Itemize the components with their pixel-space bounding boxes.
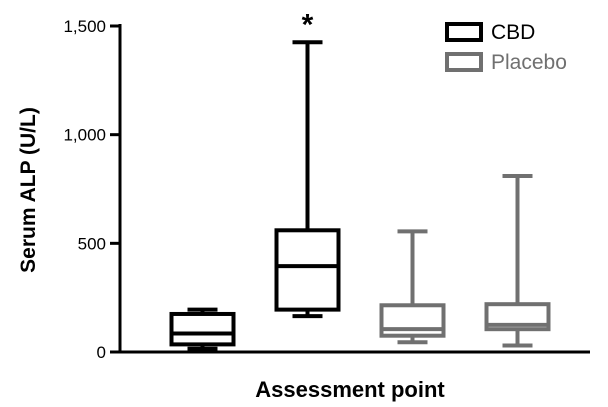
y-axis-label: Serum ALP (U/L) bbox=[17, 107, 40, 273]
box-2: * bbox=[274, 8, 341, 319]
y-tick-label: 500 bbox=[78, 234, 106, 253]
legend-label: CBD bbox=[491, 21, 535, 44]
box-1 bbox=[169, 307, 236, 351]
y-tick-label: 0 bbox=[97, 343, 106, 362]
legend-item: Placebo bbox=[445, 51, 567, 74]
iqr-box bbox=[274, 228, 341, 312]
y-tick-label: 1,000 bbox=[63, 126, 106, 145]
x-axis-label: Assessment point bbox=[255, 377, 445, 402]
y-tick-label: 1,500 bbox=[63, 17, 106, 36]
y-axis-ticks: 0 500 1,000 1,500 bbox=[63, 17, 120, 362]
legend-item: CBD bbox=[445, 21, 535, 44]
box-series: * bbox=[169, 8, 551, 351]
box-4 bbox=[484, 173, 551, 348]
iqr-box bbox=[484, 302, 551, 332]
iqr-box bbox=[169, 311, 236, 347]
significance-annotation: * bbox=[302, 8, 314, 41]
legend-label: Placebo bbox=[491, 51, 567, 74]
legend-swatch bbox=[445, 52, 483, 72]
legend-swatch bbox=[445, 22, 483, 42]
box-3 bbox=[379, 229, 446, 345]
legend: CBD Placebo bbox=[445, 21, 567, 74]
